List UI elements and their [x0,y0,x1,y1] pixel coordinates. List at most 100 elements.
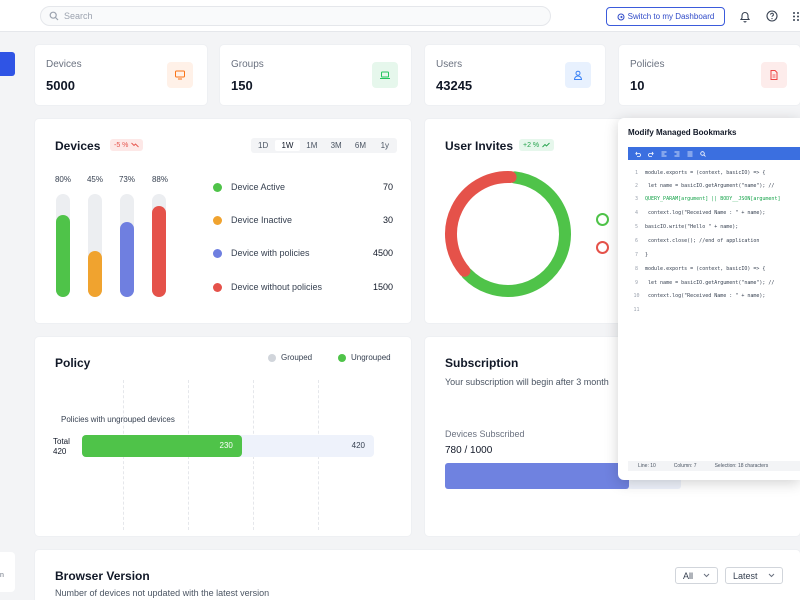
line-text: context.close(); //end of application [645,238,760,244]
user-invites-title: User Invites [445,139,514,153]
bar-percent-label: 88% [151,175,168,184]
devices-change-badge: -5 % [110,139,144,151]
stat-label: Policies [630,59,665,70]
line-text: QUERY_PARAM[argument] || BODY__JSON[argu… [645,196,781,202]
stat-label: Groups [231,59,264,70]
legend-value: 30 [382,215,393,225]
policy-legend-ungrouped: Ungrouped [338,353,391,362]
stat-card-groups[interactable]: Groups 150 [220,45,411,105]
search-icon [49,11,59,21]
policy-bar-track: 230 420 [82,435,374,457]
chevron-down-icon [768,573,775,578]
line-text: module.exports = (context, basicIO) => { [645,170,766,176]
range-tab-3m[interactable]: 3M [330,141,342,150]
policy-bar-caption: Policies with ungrouped devices [61,415,175,424]
stat-value: 43245 [436,78,473,93]
range-tab-1m[interactable]: 1M [306,141,318,150]
stat-value: 5000 [46,78,75,93]
search-bar[interactable] [40,6,551,26]
stat-label: Devices [46,59,82,70]
bar-percent-label: 45% [86,175,103,184]
policy-total-label: Total 420 [53,437,70,457]
subscription-progress-fill [445,463,630,489]
code-line: 9 let name = basicIO.getArgument("name")… [628,280,800,292]
device-bar-with-policies [120,194,134,297]
range-tab-6m[interactable]: 6M [354,141,367,150]
dropdown-value: All [683,570,694,581]
line-number: 2 [634,183,638,189]
code-line: 1 module.exports = (context, basicIO) => … [628,170,800,182]
line-number: 9 [634,280,638,286]
invites-change-badge: +2 % [519,139,555,151]
line-number: 6 [634,238,638,244]
format-icon[interactable] [674,151,680,157]
code-line: 3 QUERY_PARAM[argument] || BODY__JSON[arg… [628,196,800,208]
switch-icon [617,13,625,20]
range-tab-1w[interactable]: 1W [275,140,300,151]
invites-legend-marker-red [596,241,609,254]
search-input[interactable] [64,11,524,21]
legend-label: Device without policies [231,282,323,292]
legend-dot [268,353,276,362]
subscription-note: Your subscription will begin after 3 mon… [445,377,609,387]
total-value: 420 [53,447,67,456]
filter-all-dropdown[interactable]: All [675,567,718,584]
code-line: 4 context.log("Received Name : " + name)… [628,210,800,222]
code-line: 7} [628,252,800,264]
code-line: 8 module.exports = (context, basicIO) => … [628,266,800,278]
bar-fill [88,250,102,297]
filter-latest-dropdown[interactable]: Latest [725,567,783,584]
help-icon[interactable] [765,9,779,23]
device-bar-active [56,194,70,297]
line-text: context.log("Received Name : " + name); [645,293,766,299]
align-icon[interactable] [661,151,667,157]
range-tab-1y[interactable]: 1y [380,141,390,150]
redo-icon[interactable] [648,151,654,157]
device-bar-without-policies [152,194,166,297]
browser-version-subtitle: Number of devices not updated with the l… [55,588,270,598]
bar-fill [56,214,70,297]
top-bar: Switch to my Dashboard [0,0,800,32]
switch-dashboard-button[interactable]: Switch to my Dashboard [606,7,725,26]
bar-fill [152,206,166,297]
policy-card: Policy Grouped Ungrouped Policies with u… [35,337,411,536]
legend-device-with-policies: Device with policies 4500 [213,247,393,259]
sidebar-active-item[interactable] [0,52,15,76]
legend-dot [213,182,222,192]
total-label: Total [53,437,70,446]
switch-dashboard-label: Switch to my Dashboard [627,12,715,21]
apps-grid-icon[interactable] [790,9,800,23]
stat-card-users[interactable]: Users 43245 [425,45,605,105]
dropdown-value: Latest [733,570,758,581]
user-icon [565,62,591,88]
document-icon [761,62,787,88]
indent-icon[interactable] [687,151,693,157]
invites-legend-marker-green [596,213,609,226]
legend-dot [213,248,222,258]
sidebar-bottom-item[interactable]: n [0,552,15,592]
legend-value: 4500 [372,248,393,258]
bar-percent-label: 80% [54,175,71,184]
browser-version-title: Browser Version [55,569,150,583]
bookmarks-panel: Modify Managed Bookmarks 1 module.exports… [618,118,800,480]
stat-card-policies[interactable]: Policies 10 [619,45,800,105]
legend-label: Ungrouped [351,353,391,362]
legend-dot [338,353,346,362]
device-bar-inactive [88,194,102,297]
browser-version-card: Browser Version Number of devices not up… [35,550,800,600]
status-selection: Selection: 18 characters [714,463,769,469]
bell-icon[interactable] [738,9,752,23]
policy-bar-ungrouped: 230 [82,435,242,457]
code-editor[interactable]: 1 module.exports = (context, basicIO) => … [628,166,800,456]
devices-card: Devices -5 % 1D 1W 1M 3M 6M 1y 80% 45% 7… [35,119,411,323]
trend-up-icon [542,142,550,148]
stat-card-devices[interactable]: Devices 5000 [35,45,207,105]
range-tab-1d[interactable]: 1D [258,141,269,150]
legend-device-without-policies: Device without policies 1500 [213,281,393,293]
search-icon[interactable] [700,150,706,157]
time-range-tabs: 1D 1W 1M 3M 6M 1y [251,138,397,153]
line-text: context.log("Received Name : " + name); [645,210,766,216]
line-text: module.exports = (context, basicIO) => { [645,266,766,272]
undo-icon[interactable] [635,151,641,157]
legend-dot [213,215,222,225]
